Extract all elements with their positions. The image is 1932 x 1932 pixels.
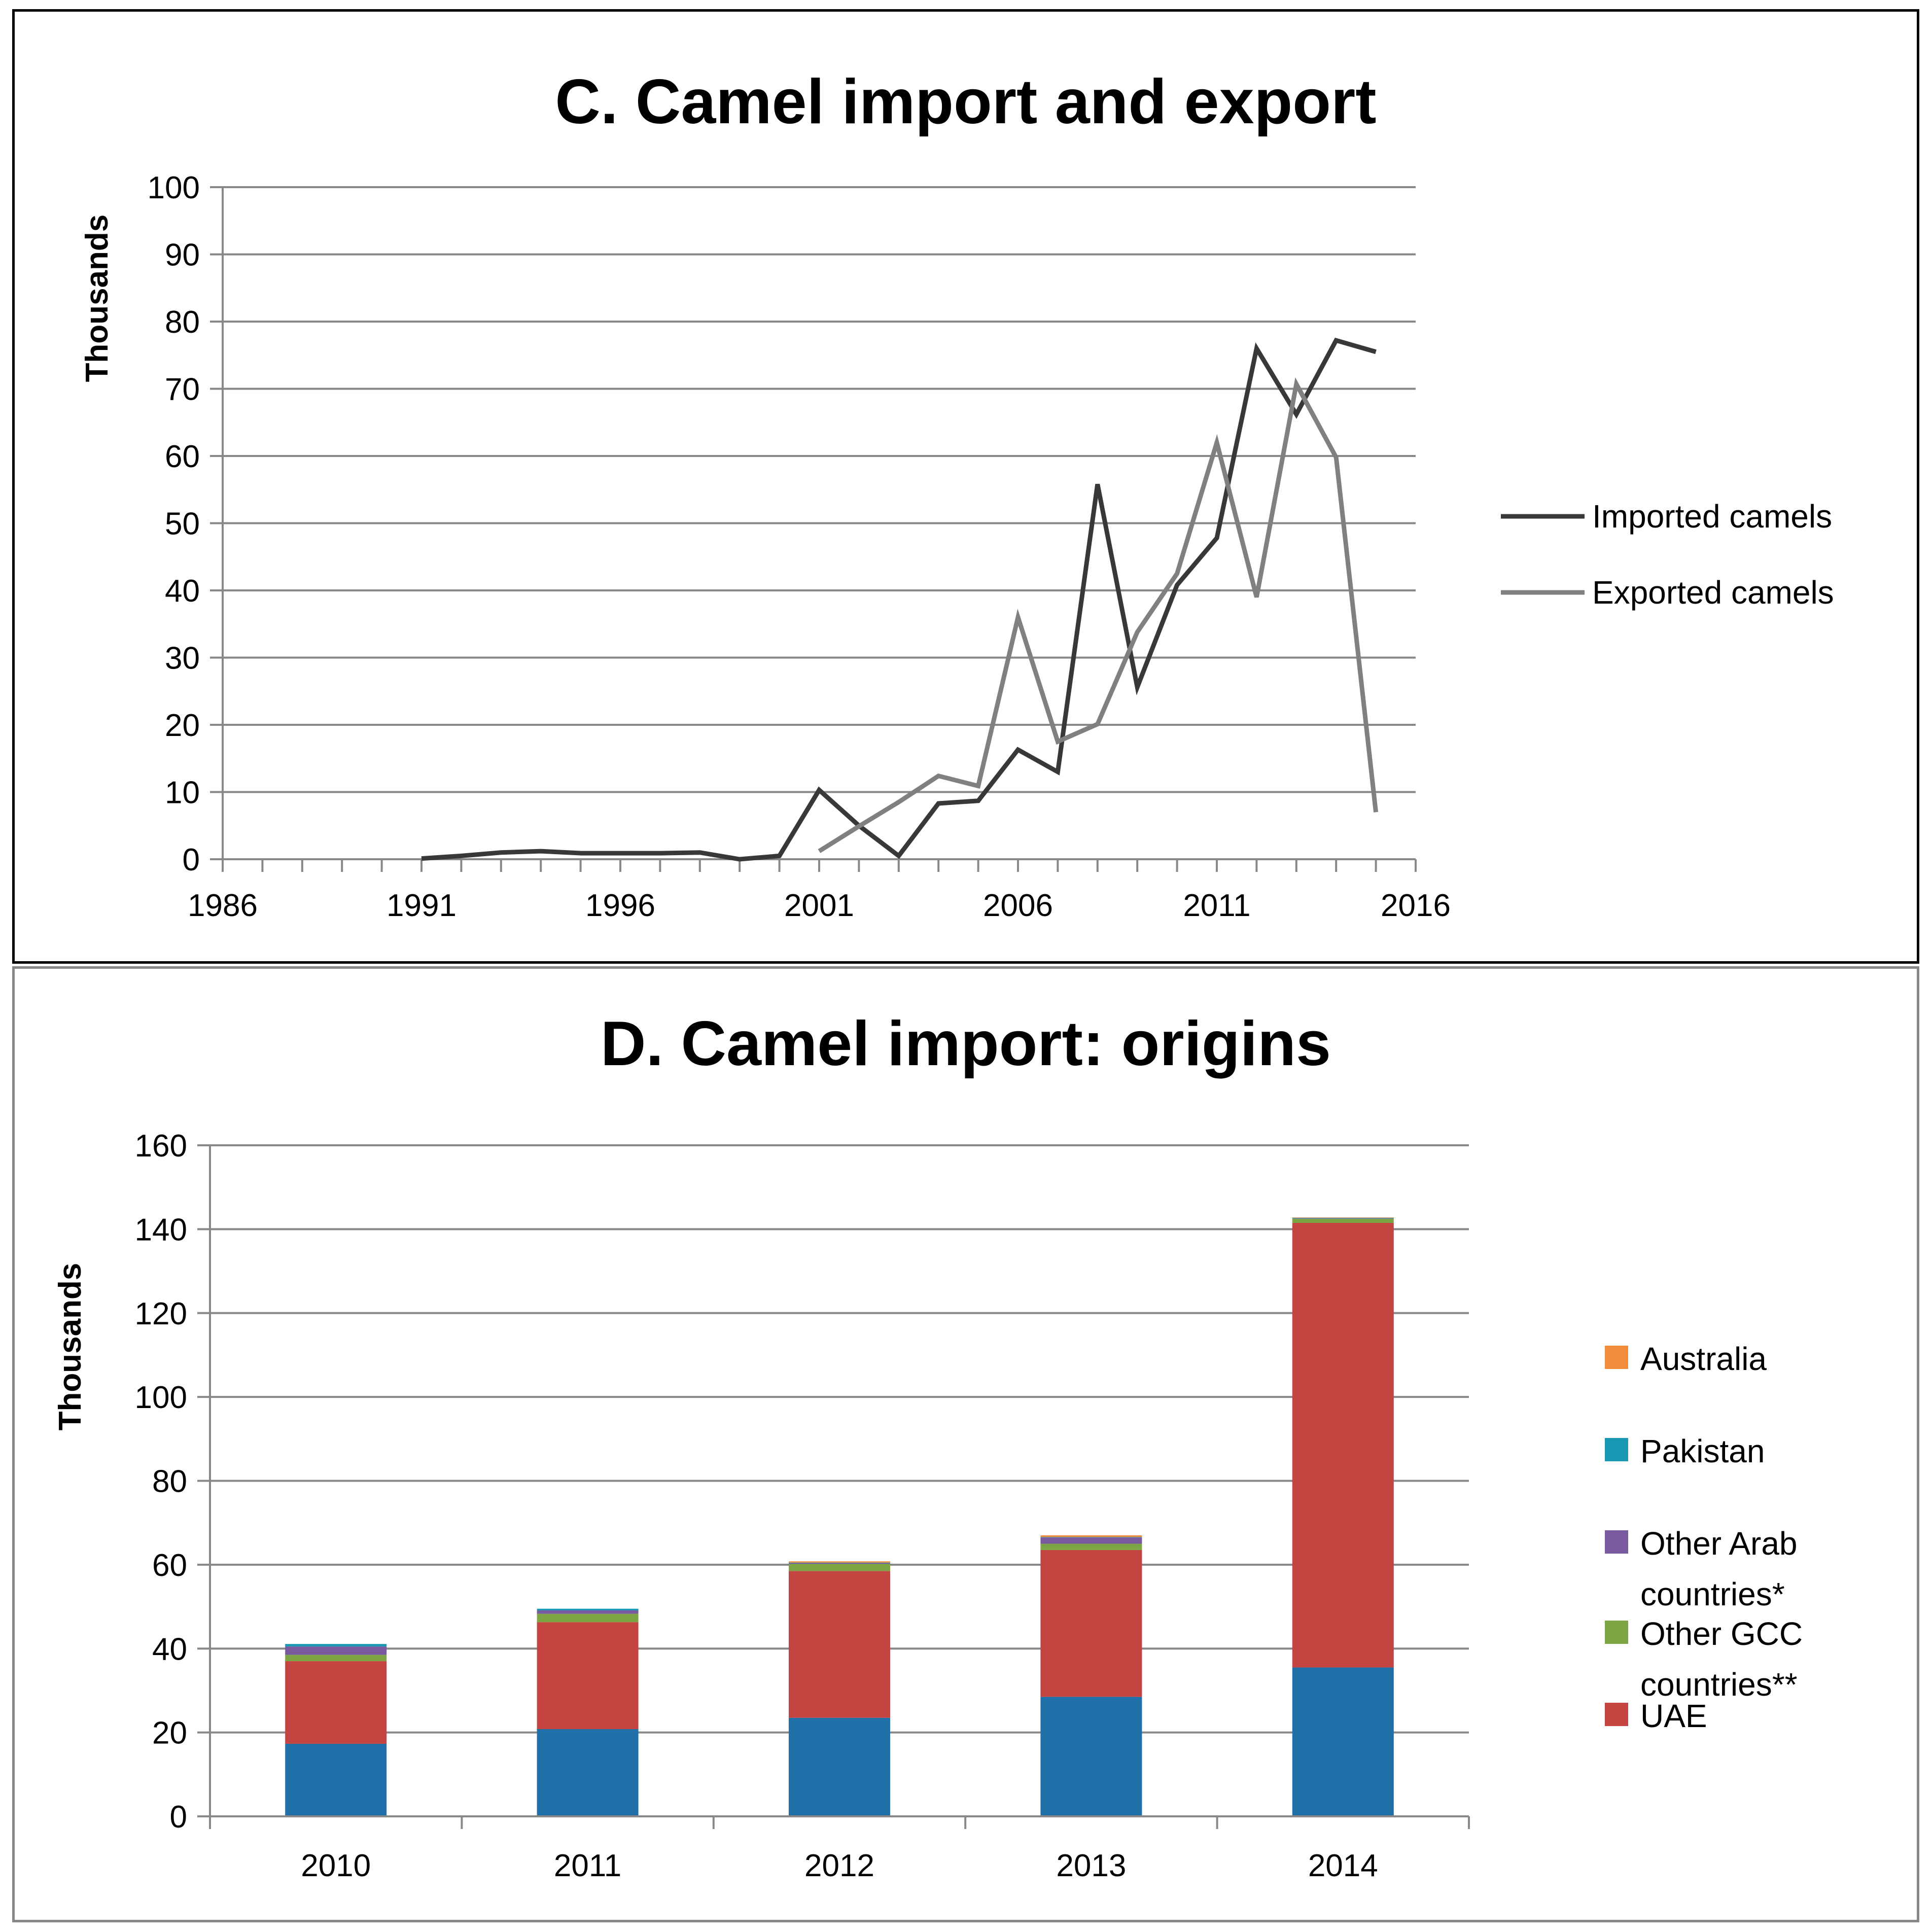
stacked-bar-chart: D. Camel import: origins Thousands 0 20 40… — [53, 1009, 1803, 1883]
bar-segment — [285, 1661, 387, 1744]
legend-label: Other Arab — [1640, 1525, 1798, 1562]
bar-segment — [537, 1608, 639, 1611]
y-tick-label: 90 — [165, 238, 200, 273]
legend-label: Australia — [1640, 1341, 1767, 1377]
bar-segment — [1040, 1697, 1142, 1816]
y-tick-label: 60 — [152, 1548, 187, 1583]
x-tick-label: 1986 — [188, 888, 258, 923]
bar-segment — [789, 1717, 890, 1816]
bar-segment — [789, 1563, 890, 1564]
y-tick-label: 70 — [165, 372, 200, 407]
legend-label: Pakistan — [1640, 1433, 1765, 1469]
y-tick-label: 20 — [165, 708, 200, 743]
y-tick-label: 160 — [135, 1129, 187, 1164]
x-tick-label: 1996 — [585, 888, 655, 923]
x-tick-label: 2013 — [1056, 1848, 1126, 1883]
legend-swatch — [1605, 1438, 1628, 1461]
panel-camel-import-origins: D. Camel import: origins Thousands 0 20 40… — [12, 966, 1919, 1922]
bar-segment — [285, 1743, 387, 1816]
x-tick-label: 1991 — [387, 888, 456, 923]
y-tick-label: 80 — [152, 1464, 187, 1499]
legend-label: Other GCC — [1640, 1615, 1803, 1652]
y-tick-label: 100 — [148, 170, 200, 205]
x-tick-label: 2010 — [301, 1848, 371, 1883]
y-tick-label: 120 — [135, 1296, 187, 1331]
bar-segment — [1040, 1537, 1142, 1544]
series-line-imported — [421, 337, 1377, 862]
y-axis-label: Thousands — [53, 1263, 88, 1431]
y-tick-label: 80 — [165, 305, 200, 340]
legend-swatch — [1605, 1621, 1628, 1644]
legend-label: Exported camels — [1592, 574, 1834, 611]
y-tick-label: 40 — [152, 1632, 187, 1667]
y-tick-label: 140 — [135, 1212, 187, 1247]
line-chart: C. Camel import and export Thousands 0 10… — [80, 67, 1834, 923]
panel-camel-import-export: C. Camel import and export Thousands 0 10… — [12, 9, 1919, 964]
x-tick-label: 2012 — [804, 1848, 874, 1883]
y-tick-label: 30 — [165, 641, 200, 676]
bar-segment — [1040, 1543, 1142, 1550]
bar-segment — [537, 1622, 639, 1730]
x-tick-label: 2001 — [784, 888, 854, 923]
bar-segment — [1292, 1667, 1394, 1816]
bar-segment — [285, 1644, 387, 1647]
x-tick-label: 2011 — [554, 1848, 621, 1883]
y-tick-label: 0 — [183, 842, 200, 877]
chart-title: D. Camel import: origins — [601, 1009, 1331, 1079]
legend-label: countries* — [1640, 1576, 1785, 1612]
x-tick-label: 2014 — [1308, 1848, 1378, 1883]
legend-swatch — [1605, 1703, 1628, 1726]
legend-swatch — [1605, 1530, 1628, 1554]
bar-segment — [1040, 1550, 1142, 1697]
legend-label: countries** — [1640, 1666, 1798, 1703]
bar-segment — [537, 1729, 639, 1816]
x-tick-label: 2006 — [983, 888, 1053, 923]
legend-label: Imported camels — [1592, 498, 1832, 535]
bar-segment — [1292, 1218, 1394, 1223]
y-tick-label: 50 — [165, 507, 200, 542]
bar-segment — [537, 1610, 639, 1614]
y-tick-label: 0 — [170, 1800, 187, 1835]
bar-segment — [285, 1655, 387, 1662]
y-tick-label: 40 — [165, 574, 200, 609]
y-tick-label: 20 — [152, 1716, 187, 1751]
legend-swatch — [1605, 1346, 1628, 1369]
bar-segment — [1292, 1217, 1394, 1218]
bar-segment — [1292, 1218, 1394, 1219]
bar-segment — [285, 1646, 387, 1655]
bar-segment — [789, 1571, 890, 1718]
bar-segment — [789, 1561, 890, 1563]
legend-label: UAE — [1640, 1698, 1707, 1734]
bar-segment — [1292, 1222, 1394, 1668]
bar-segment — [537, 1613, 639, 1623]
series-line-exported — [818, 377, 1379, 853]
bar-segment — [1040, 1535, 1142, 1537]
y-tick-label: 10 — [165, 776, 200, 811]
y-tick-label: 100 — [135, 1380, 187, 1415]
y-axis-label: Thousands — [80, 215, 115, 382]
x-tick-label: 2016 — [1381, 888, 1451, 923]
bar-segment — [789, 1564, 890, 1571]
chart-title: C. Camel import and export — [555, 67, 1376, 137]
y-tick-label: 60 — [165, 439, 200, 474]
x-tick-label: 2011 — [1183, 888, 1250, 923]
